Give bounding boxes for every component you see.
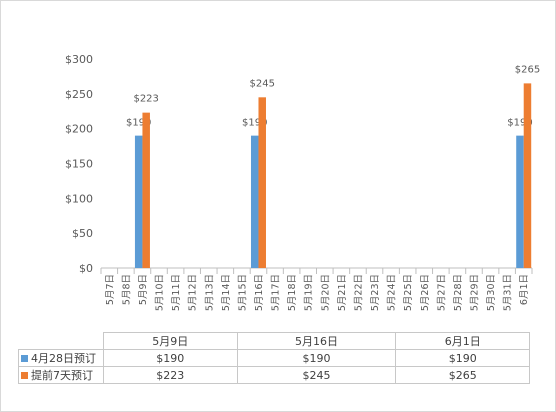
data-label: $190 [126,118,151,129]
x-tick-label: 5月12日 [188,274,199,311]
x-tick-label: 5月19日 [304,274,315,311]
legend-key-orange [21,372,28,379]
x-tick-label: 5月23日 [370,274,381,311]
table-cell: $190 [236,349,397,367]
x-tick-label: 5月16日 [254,274,265,311]
x-tick-label: 5月24日 [387,274,398,311]
x-tick-label: 5月29日 [469,274,480,311]
x-tick-label: 5月21日 [337,274,348,311]
table-cell: $265 [395,366,530,384]
x-tick-label: 5月30日 [486,274,497,311]
x-tick-label: 5月26日 [420,274,431,311]
bar-booking-7 [142,112,150,268]
y-tick-label: $50 [72,227,93,240]
x-tick-label: 5月7日 [105,274,116,305]
y-tick-label: $250 [65,88,93,101]
x-tick-label: 5月28日 [453,274,464,311]
table-col-header: 5月16日 [236,332,397,350]
series-name: 4月28日预订 [31,352,96,365]
table-row: 4月28日预订 $190 $190 $190 [18,349,530,367]
x-tick-label: 6月1日 [519,274,530,305]
x-tick-label: 5月9日 [138,274,149,305]
table-col-header: 6月1日 [395,332,530,350]
table-header-row: 5月9日 5月16日 6月1日 [18,332,530,350]
x-tick-label: 5月31日 [503,274,514,311]
x-tick-label: 5月22日 [353,274,364,311]
data-label: $265 [515,64,540,75]
table-corner [18,332,104,350]
table-cell: $190 [103,349,238,367]
x-tick-label: 5月25日 [403,274,414,311]
table-row-header: 提前7天预订 [18,366,104,384]
x-tick-label: 5月10日 [155,274,166,311]
x-tick-label: 5月15日 [237,274,248,311]
data-table: 5月9日 5月16日 6月1日 4月28日预订 $190 $190 $190 提… [18,332,530,384]
x-tick-label: 5月18日 [287,274,298,311]
bar-booking-28 [134,135,143,268]
y-tick-label: $300 [65,53,93,66]
y-tick-label: $150 [65,158,93,171]
y-tick-label: $0 [79,262,93,275]
table-cell: $245 [236,366,397,384]
data-label: $223 [133,94,158,105]
y-tick-label: $200 [65,123,93,136]
table-row-header: 4月28日预订 [18,349,104,367]
x-tick-label: 5月11日 [171,274,182,311]
x-tick-label: 5月27日 [436,274,447,311]
bar-booking-7 [523,83,532,268]
table-cell: $223 [103,366,238,384]
x-tick-label: 5月14日 [221,274,232,311]
table-row: 提前7天预订 $223 $245 $265 [18,366,530,384]
bar-chart: $0 $50 $100 $150 $200 $250 $300 $190 $223 $190 $24… [65,53,540,311]
x-tick-label: 5月17日 [271,274,282,311]
bar-booking-7 [258,97,266,268]
y-tick-label: $100 [65,192,93,205]
data-label: $245 [250,78,275,89]
legend-key-blue [21,355,28,362]
x-tick-label: 5月8日 [121,274,132,305]
table-col-header: 5月9日 [103,332,238,350]
data-label: $190 [507,118,532,129]
bar-booking-28 [250,135,259,268]
data-label: $190 [242,118,267,129]
x-tick-label: 5月20日 [320,274,331,311]
table-cell: $190 [395,349,530,367]
x-tick-label: 5月13日 [204,274,215,311]
bar-booking-28 [516,135,524,268]
series-name: 提前7天预订 [31,369,93,382]
